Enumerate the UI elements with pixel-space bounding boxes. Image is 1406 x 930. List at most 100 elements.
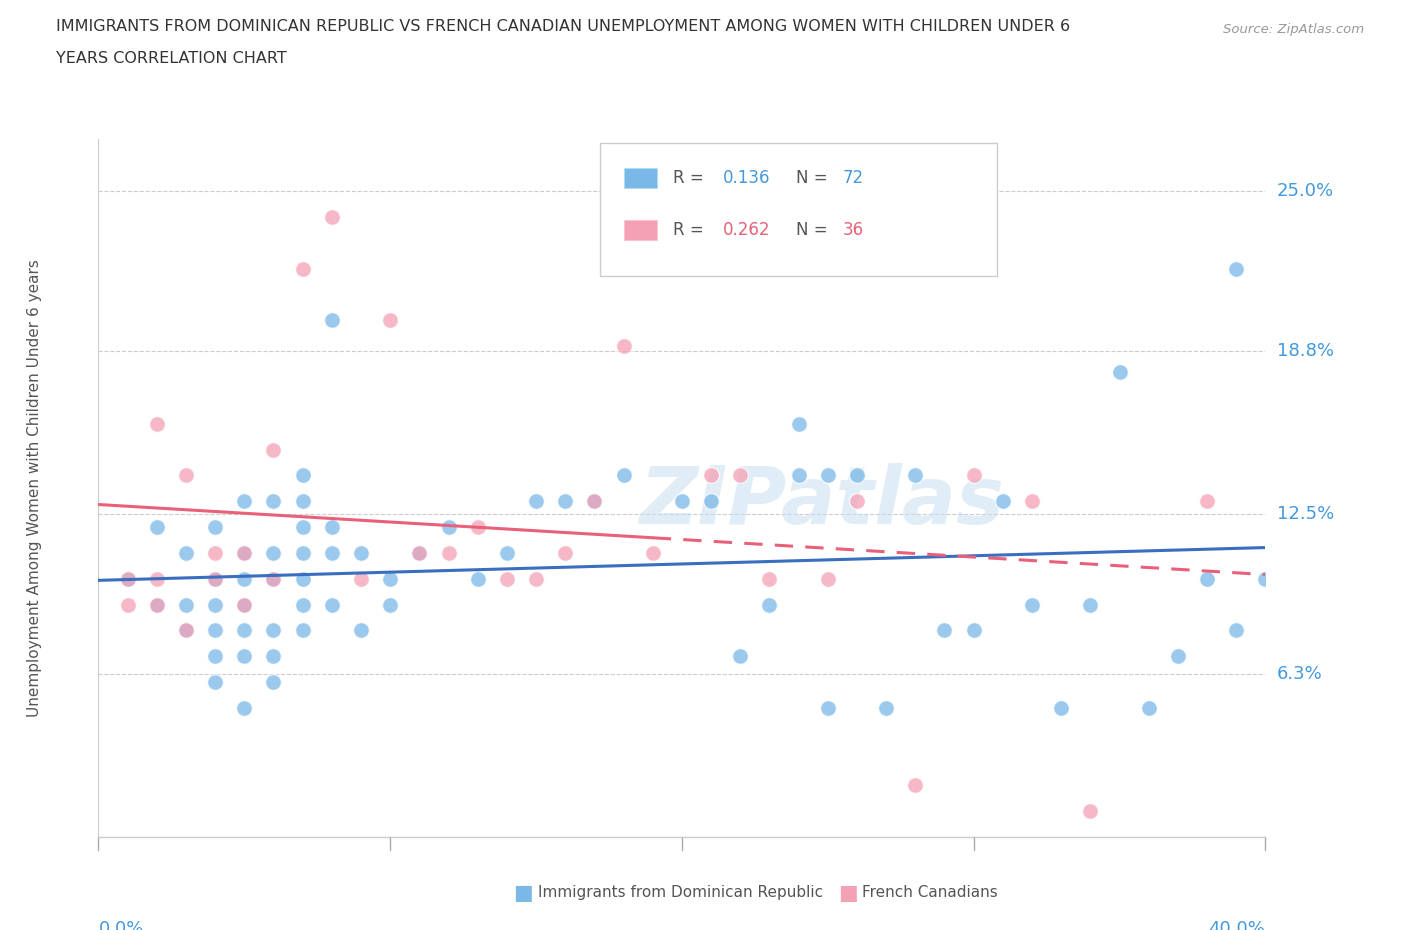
Point: [204, 674, 226, 689]
Point: [204, 571, 226, 586]
Point: [437, 520, 460, 535]
Text: 6.3%: 6.3%: [1277, 665, 1322, 684]
Point: [146, 571, 169, 586]
Point: [378, 312, 402, 327]
FancyBboxPatch shape: [600, 143, 997, 275]
Point: [321, 520, 343, 535]
Text: 18.8%: 18.8%: [1277, 342, 1333, 360]
FancyBboxPatch shape: [623, 167, 658, 188]
Point: [962, 623, 984, 638]
Point: [174, 597, 197, 612]
Point: [350, 571, 373, 586]
Point: [291, 520, 314, 535]
Point: [437, 545, 460, 560]
Text: 36: 36: [844, 221, 865, 239]
Point: [758, 597, 780, 612]
Point: [117, 571, 139, 586]
Point: [700, 468, 723, 483]
Point: [962, 468, 984, 483]
Point: [233, 623, 256, 638]
Point: [204, 520, 226, 535]
Text: YEARS CORRELATION CHART: YEARS CORRELATION CHART: [56, 51, 287, 66]
Point: [554, 494, 576, 509]
Point: [204, 597, 226, 612]
Point: [262, 649, 284, 664]
Text: ■: ■: [513, 883, 533, 903]
Point: [641, 545, 664, 560]
Point: [291, 571, 314, 586]
Point: [787, 417, 810, 432]
Point: [875, 700, 897, 715]
Point: [321, 597, 343, 612]
Text: 0.136: 0.136: [723, 169, 770, 187]
Point: [845, 494, 868, 509]
Point: [904, 468, 927, 483]
Point: [758, 571, 780, 586]
Text: Immigrants from Dominican Republic: Immigrants from Dominican Republic: [538, 885, 824, 900]
Point: [233, 494, 256, 509]
Point: [262, 571, 284, 586]
FancyBboxPatch shape: [623, 220, 658, 240]
Point: [817, 468, 839, 483]
Point: [262, 494, 284, 509]
Point: [524, 571, 547, 586]
Point: [174, 545, 197, 560]
Point: [321, 209, 343, 224]
Text: Unemployment Among Women with Children Under 6 years: Unemployment Among Women with Children U…: [27, 259, 42, 717]
Point: [583, 494, 606, 509]
Text: Source: ZipAtlas.com: Source: ZipAtlas.com: [1223, 23, 1364, 36]
Point: [1225, 623, 1247, 638]
Point: [233, 700, 256, 715]
Point: [262, 545, 284, 560]
Point: [146, 417, 169, 432]
Text: 40.0%: 40.0%: [1209, 920, 1265, 930]
Text: N =: N =: [796, 221, 834, 239]
Point: [378, 597, 402, 612]
Point: [787, 468, 810, 483]
Point: [117, 571, 139, 586]
Point: [1137, 700, 1160, 715]
Point: [1225, 261, 1247, 276]
Text: ZIPatlas: ZIPatlas: [640, 463, 1004, 541]
Point: [934, 623, 956, 638]
Point: [1021, 597, 1043, 612]
Point: [671, 494, 693, 509]
Text: R =: R =: [672, 169, 709, 187]
Point: [262, 442, 284, 457]
Text: 72: 72: [844, 169, 865, 187]
Point: [904, 777, 927, 792]
Point: [146, 520, 169, 535]
Point: [174, 623, 197, 638]
Point: [495, 571, 517, 586]
Point: [583, 494, 606, 509]
Point: [408, 545, 430, 560]
Point: [845, 468, 868, 483]
Point: [350, 545, 373, 560]
Point: [117, 597, 139, 612]
Point: [174, 623, 197, 638]
Point: [728, 468, 751, 483]
Point: [233, 597, 256, 612]
Point: [991, 494, 1014, 509]
Point: [1108, 365, 1130, 379]
Point: [233, 649, 256, 664]
Point: [204, 571, 226, 586]
Point: [408, 545, 430, 560]
Point: [1167, 649, 1189, 664]
Point: [524, 494, 547, 509]
Point: [291, 545, 314, 560]
Point: [612, 339, 634, 353]
Point: [700, 494, 723, 509]
Point: [204, 649, 226, 664]
Point: [467, 571, 489, 586]
Text: 12.5%: 12.5%: [1277, 505, 1334, 523]
Point: [817, 700, 839, 715]
Text: N =: N =: [796, 169, 834, 187]
Text: 25.0%: 25.0%: [1277, 182, 1334, 200]
Point: [1050, 700, 1073, 715]
Point: [612, 468, 634, 483]
Point: [1021, 494, 1043, 509]
Point: [233, 571, 256, 586]
Point: [1195, 571, 1218, 586]
Text: ■: ■: [838, 883, 858, 903]
